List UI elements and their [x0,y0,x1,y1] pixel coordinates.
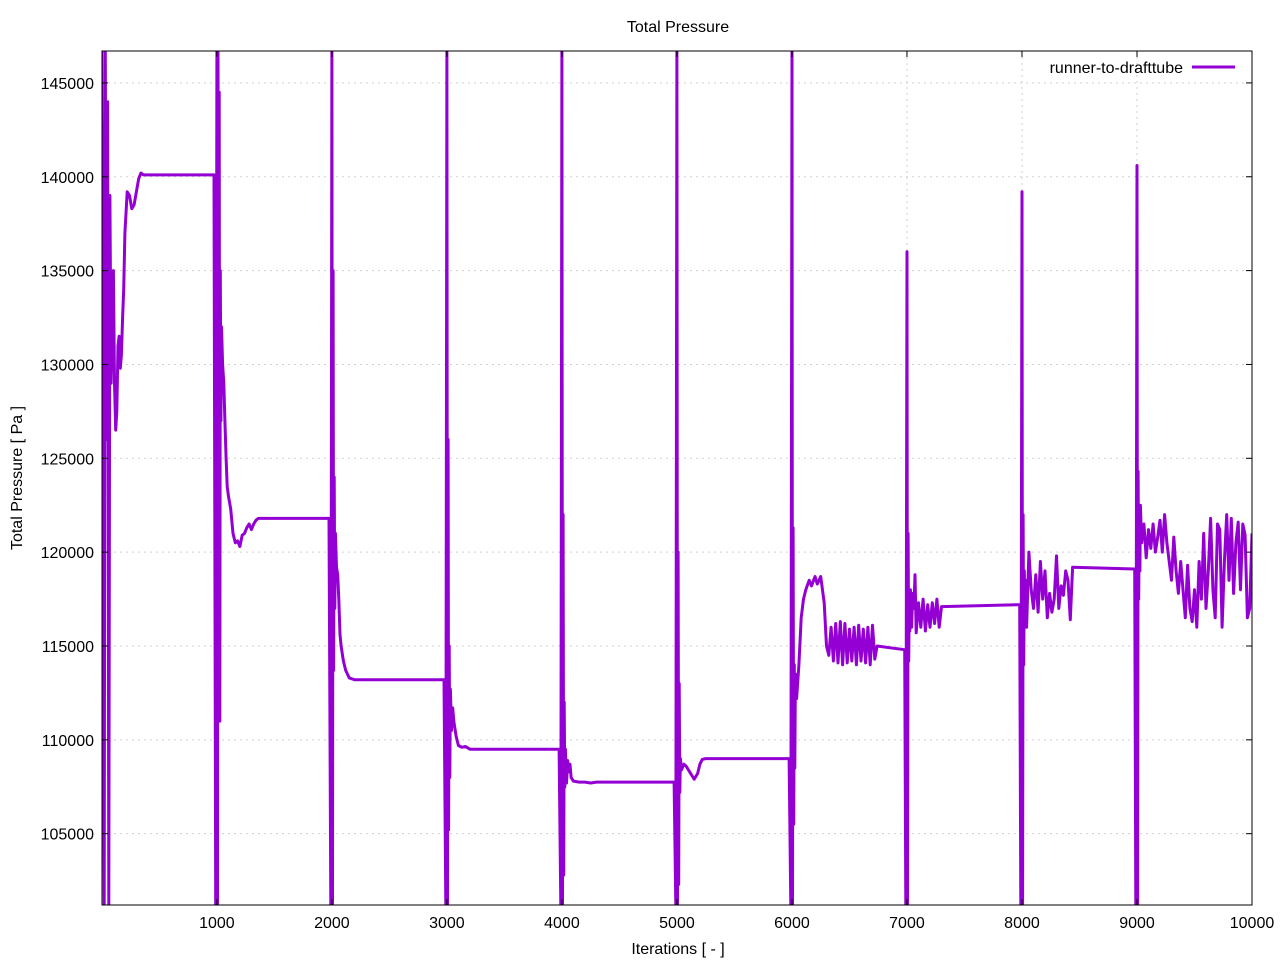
tick-marks [102,51,1253,905]
y-tick-label: 130000 [41,357,94,374]
x-tick-label: 9000 [1119,915,1155,932]
x-tick-labels: 1000 2000 3000 4000 5000 6000 7000 8000 9000 1000… [199,915,1274,932]
y-tick-label: 110000 [42,733,94,750]
x-tick-label: 8000 [1004,915,1040,932]
series-layer [102,51,1252,905]
x-tick-label: 7000 [889,915,925,932]
y-tick-label: 145000 [41,76,94,93]
x-tick-label: 5000 [659,915,695,932]
x-axis-title: Iterations [ - ] [631,941,724,958]
x-tick-label: 10000 [1230,915,1275,932]
series-line-runner-to-drafttube [102,51,1252,905]
legend-label: runner-to-drafttube [1050,60,1184,77]
y-tick-label: 125000 [41,451,94,468]
y-tick-label: 115000 [42,639,94,656]
x-tick-label: 1000 [199,915,235,932]
y-axis-title: Total Pressure [ Pa ] [9,406,26,550]
y-tick-label: 105000 [41,827,94,844]
y-tick-labels: 105000 110000 115000 120000 125000 130000 1350… [41,76,94,844]
legend: runner-to-drafttube [1050,60,1235,77]
y-tick-label: 140000 [41,170,94,187]
x-tick-label: 2000 [314,915,350,932]
x-tick-label: 4000 [544,915,580,932]
y-tick-label: 120000 [41,545,94,562]
x-tick-label: 6000 [774,915,810,932]
x-tick-label: 3000 [429,915,465,932]
chart-title: Total Pressure [627,19,729,36]
y-tick-label: 135000 [41,264,94,281]
